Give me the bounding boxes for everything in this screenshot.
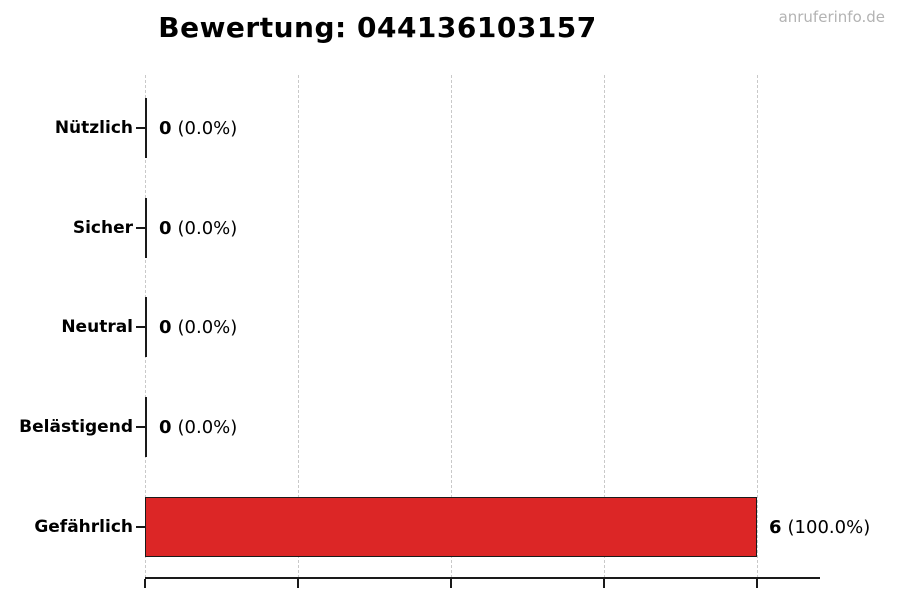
value-percent: (100.0%): [787, 516, 871, 538]
bar-row: 0 (0.0%): [145, 198, 237, 258]
bar-belaestigend: [145, 397, 147, 457]
value-count: 0: [159, 416, 172, 438]
value-percent: (0.0%): [177, 416, 238, 438]
y-axis-tick: [136, 326, 145, 328]
value-count: 0: [159, 316, 172, 338]
category-label: Belästigend: [19, 417, 133, 437]
value-percent: (0.0%): [177, 217, 238, 239]
x-axis-tick: [450, 579, 452, 588]
gridline: [604, 75, 605, 578]
bar-row: 6 (100.0%): [145, 497, 870, 557]
bar-gefaehrlich: [145, 497, 757, 557]
gridline: [451, 75, 452, 578]
category-label: Neutral: [61, 317, 133, 337]
gridline: [298, 75, 299, 578]
bar-row: 0 (0.0%): [145, 98, 237, 158]
bar-nuetzlich: [145, 98, 147, 158]
value-count: 0: [159, 217, 172, 239]
value-label: 0 (0.0%): [159, 118, 237, 139]
value-percent: (0.0%): [177, 316, 238, 338]
bar-row: 0 (0.0%): [145, 297, 237, 357]
gridline: [757, 75, 758, 578]
bar-sicher: [145, 198, 147, 258]
y-axis-tick: [136, 227, 145, 229]
bar-neutral: [145, 297, 147, 357]
y-axis-tick: [136, 127, 145, 129]
y-axis-tick: [136, 526, 145, 528]
value-label: 0 (0.0%): [159, 218, 237, 239]
value-percent: (0.0%): [177, 117, 238, 139]
watermark-text: anruferinfo.de: [778, 8, 885, 26]
bar-row: 0 (0.0%): [145, 397, 237, 457]
x-axis-tick: [756, 579, 758, 588]
category-label: Nützlich: [54, 118, 133, 138]
value-label: 0 (0.0%): [159, 417, 237, 438]
value-label: 0 (0.0%): [159, 317, 237, 338]
y-axis-tick: [136, 426, 145, 428]
value-count: 6: [769, 516, 782, 538]
x-axis-tick: [297, 579, 299, 588]
category-label: Sicher: [72, 218, 133, 238]
x-axis-tick: [603, 579, 605, 588]
x-axis-line: [145, 577, 820, 579]
category-label: Gefährlich: [34, 517, 133, 537]
chart-title: Bewertung: 044136103157: [158, 11, 597, 44]
value-count: 0: [159, 117, 172, 139]
value-label: 6 (100.0%): [769, 517, 870, 538]
x-axis-tick: [144, 579, 146, 588]
